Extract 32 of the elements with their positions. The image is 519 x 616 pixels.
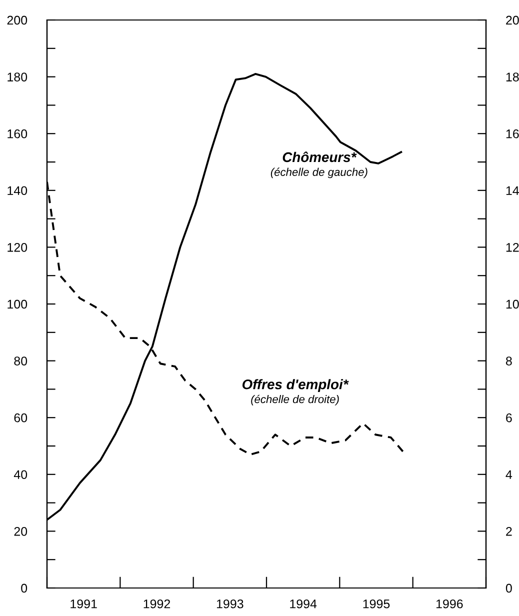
y-tick-label: 160 <box>8 129 28 138</box>
y2-tick-label: 14 <box>506 186 519 195</box>
y2-tick-label: 0 <box>506 584 512 593</box>
y2-tick-label: 2 <box>506 527 512 536</box>
y-tick-label: 40 <box>14 470 28 480</box>
y-tick-label: 140 <box>8 186 28 196</box>
x-tick-label: 1993 <box>216 599 244 608</box>
y-tick-label: 80 <box>14 356 28 366</box>
y2-tick-label: 18 <box>506 72 519 82</box>
annotation: (échelle de gauche) <box>270 168 368 178</box>
y2-tick-label: 20 <box>506 16 519 25</box>
y2-tick-label: 8 <box>506 356 512 366</box>
y-tick-label: 0 <box>21 584 28 593</box>
y2-tick-label: 16 <box>506 129 519 138</box>
y2-tick-label: 10 <box>506 300 519 309</box>
x-tick-label: 1996 <box>436 599 463 608</box>
text: Offres d'emploi* <box>242 379 349 392</box>
y-tick-label: 200 <box>7 16 28 25</box>
y-tick-label: 20 <box>14 527 28 536</box>
series-label: Chômeurs* <box>282 152 357 162</box>
x-tick-label: 1992 <box>144 599 170 608</box>
y-tick-label: 120 <box>8 243 28 252</box>
y-tick-label: 60 <box>14 413 28 422</box>
x-tick-label: 1994 <box>290 599 317 608</box>
y-tick-label: 100 <box>8 300 28 309</box>
x-tick-label: 1991 <box>70 599 97 608</box>
y2-tick-label: 12 <box>506 243 519 252</box>
y2-tick-label: 4 <box>506 470 512 479</box>
y-tick-label: 180 <box>8 72 28 82</box>
y2-tick-label: 6 <box>506 413 512 422</box>
annotation: (échelle de droite) <box>251 394 339 406</box>
x-tick-label: 1995 <box>363 599 390 608</box>
